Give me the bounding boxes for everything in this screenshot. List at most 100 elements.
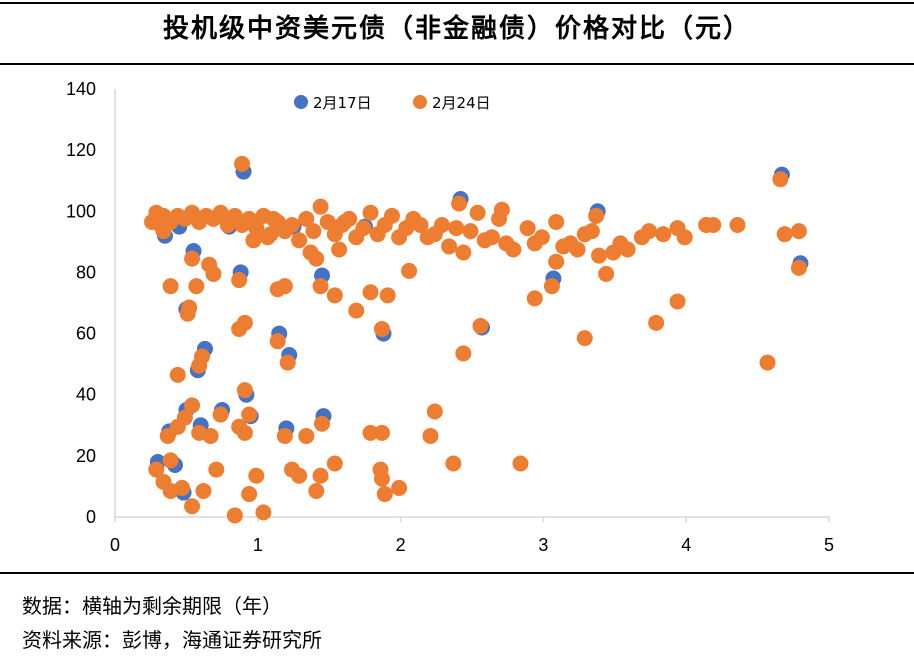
data-point [519, 220, 536, 237]
data-point [526, 235, 543, 252]
data-point [245, 232, 262, 249]
chart-legend: 2月17日 2月24日 [294, 94, 491, 112]
data-point [455, 244, 472, 261]
data-point [348, 302, 365, 319]
data-point [265, 210, 282, 227]
data-point [276, 278, 293, 295]
data-point [188, 278, 205, 295]
data-point [426, 226, 443, 243]
data-point [548, 253, 565, 270]
x-tick-label: 0 [110, 535, 120, 555]
data-point [234, 155, 251, 172]
data-point [279, 354, 296, 371]
data-point [231, 272, 248, 289]
data-point [205, 265, 222, 282]
x-tick-label: 2 [396, 535, 406, 555]
data-point [302, 244, 319, 261]
data-point [298, 427, 315, 444]
data-point [790, 259, 807, 276]
legend-label: 2月17日 [313, 94, 372, 112]
data-point [379, 287, 396, 304]
data-point [162, 452, 179, 469]
data-point [373, 320, 390, 337]
data-point [591, 247, 608, 264]
data-point [548, 213, 565, 230]
data-point [236, 314, 253, 331]
data-point [291, 467, 308, 484]
series-2 [144, 155, 807, 524]
data-point [331, 241, 348, 258]
data-point [391, 479, 408, 496]
data-point [226, 507, 243, 524]
x-tick-label: 5 [824, 535, 834, 555]
footnote-source: 资料来源：彭博，海通证券研究所 [22, 628, 322, 652]
data-point [291, 232, 308, 249]
y-tick-label: 80 [76, 262, 96, 282]
data-point [319, 213, 336, 230]
chart-title: 投机级中资美元债（非金融债）价格对比（元） [162, 14, 751, 44]
data-point [184, 250, 201, 267]
title-rule [0, 63, 914, 65]
data-point [569, 241, 586, 258]
data-point [655, 226, 672, 243]
data-point [259, 229, 276, 246]
data-point [362, 204, 379, 221]
x-tick-label: 1 [253, 535, 263, 555]
y-tick-label: 100 [66, 201, 96, 221]
data-point [236, 424, 253, 441]
data-point [729, 217, 746, 234]
data-point [776, 226, 793, 243]
data-point [498, 235, 515, 252]
data-point [313, 415, 330, 432]
legend-marker [294, 95, 308, 109]
data-point [269, 333, 286, 350]
y-tick-label: 120 [66, 140, 96, 160]
data-point [181, 299, 198, 316]
data-point [184, 397, 201, 414]
legend-marker [413, 95, 427, 109]
data-point [312, 278, 329, 295]
data-point [469, 204, 486, 221]
bottom-rule [0, 572, 914, 574]
data-point [772, 171, 789, 188]
data-point [588, 207, 605, 224]
data-point [576, 330, 593, 347]
data-point [162, 278, 179, 295]
data-point [348, 229, 365, 246]
x-tick-label: 4 [681, 535, 691, 555]
data-point [336, 213, 353, 230]
data-point [483, 229, 500, 246]
data-point [212, 406, 229, 423]
data-point [169, 418, 186, 435]
data-point [241, 486, 258, 503]
data-point [169, 366, 186, 383]
data-point [612, 235, 629, 252]
data-point [472, 317, 489, 334]
data-point [648, 314, 665, 331]
data-point [583, 223, 600, 240]
data-point [208, 461, 225, 478]
footnote-data: 数据：横轴为剩余期限（年） [22, 594, 282, 618]
data-point [369, 226, 386, 243]
data-point [445, 455, 462, 472]
data-point [276, 427, 293, 444]
data-point [790, 223, 807, 240]
y-tick-label: 0 [86, 507, 96, 527]
data-point [422, 427, 439, 444]
data-point [412, 217, 429, 234]
legend-label: 2月24日 [432, 94, 491, 112]
data-point [669, 220, 686, 237]
data-point [373, 424, 390, 441]
data-point [376, 486, 393, 503]
data-point [455, 345, 472, 362]
data-point [373, 470, 390, 487]
data-point [326, 226, 343, 243]
data-point [162, 482, 179, 499]
data-point [759, 354, 776, 371]
chart-points [144, 155, 809, 524]
data-point [191, 357, 208, 374]
data-point [426, 403, 443, 420]
data-point [512, 455, 529, 472]
data-point [152, 217, 169, 234]
data-point [526, 290, 543, 307]
